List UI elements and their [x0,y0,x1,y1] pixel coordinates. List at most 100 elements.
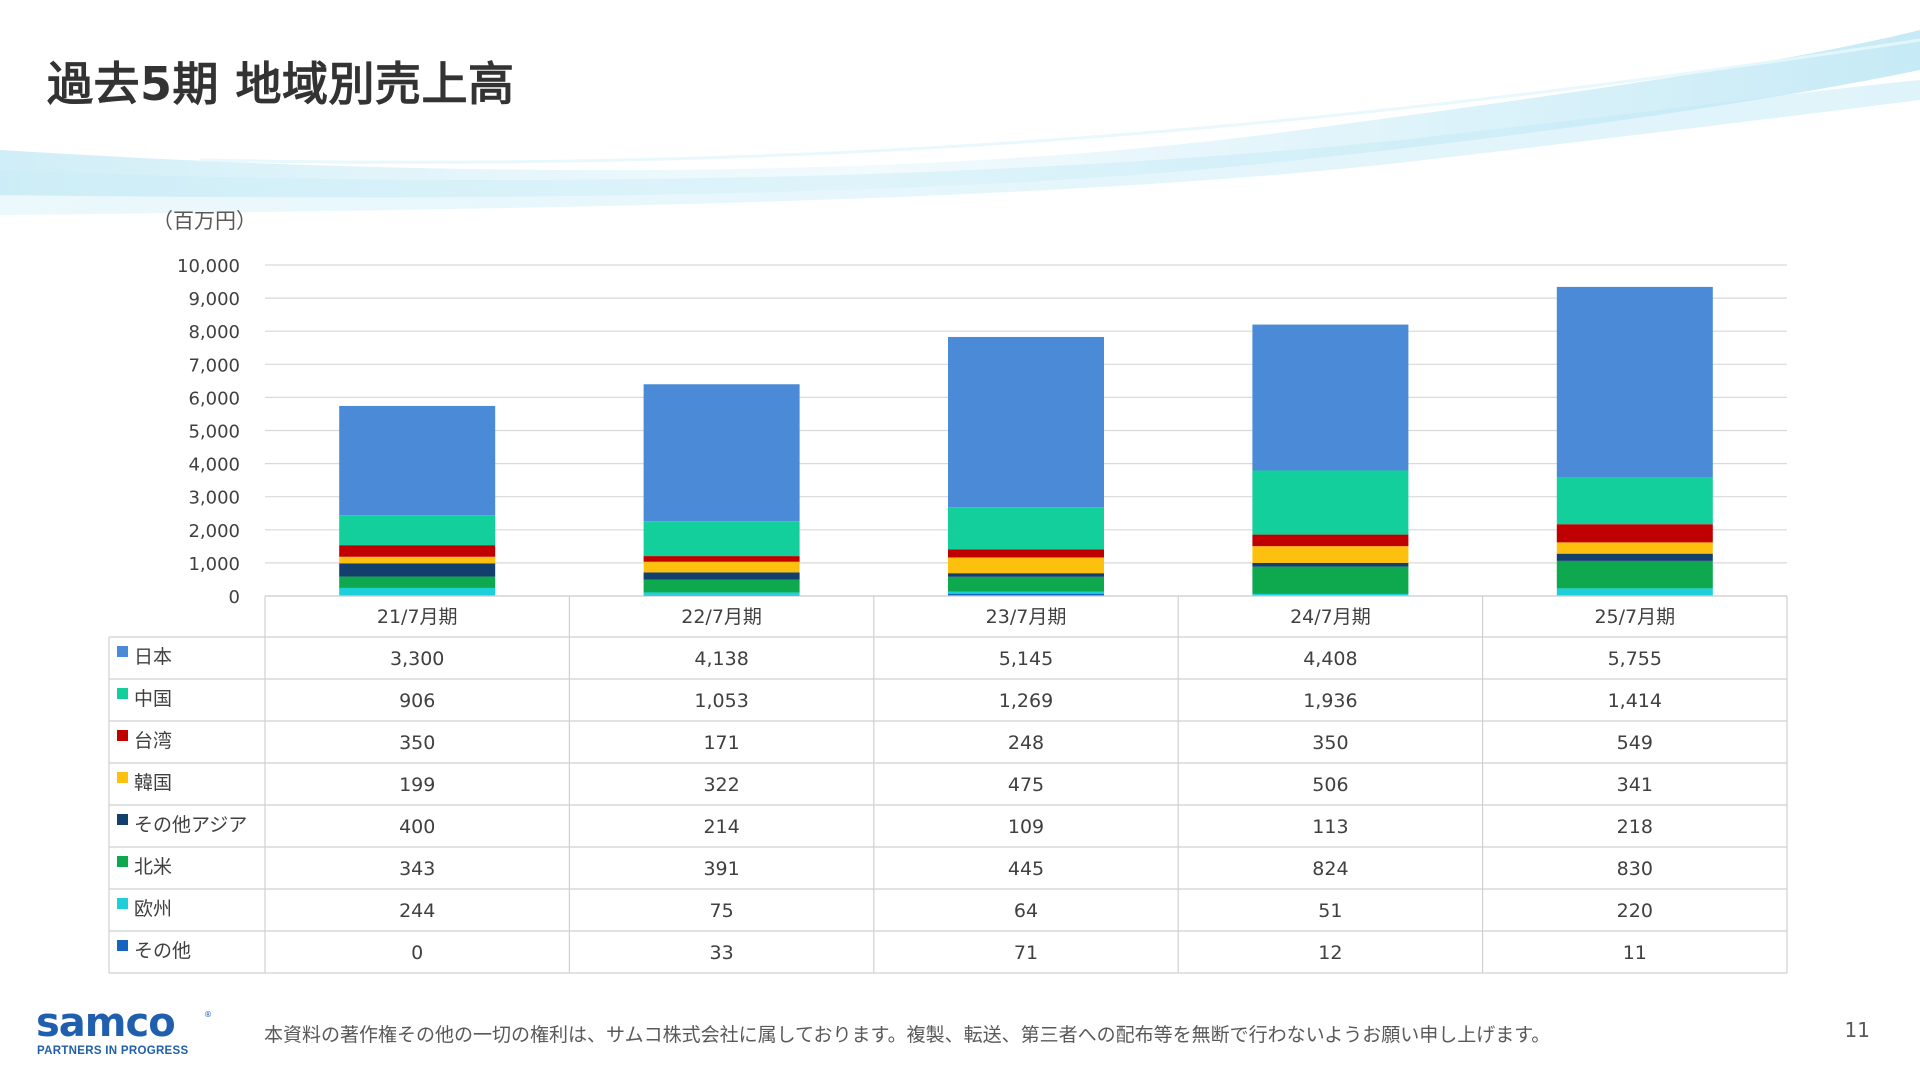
bar-segment [1556,560,1713,589]
legend-swatch [117,688,128,699]
data-table-value: 350 [1312,732,1348,754]
legend-swatch [117,898,128,909]
bar-segment [643,579,800,593]
bar-segment [948,557,1104,574]
legend-series-name: 韓国 [134,772,172,794]
legend-series-name: 日本 [134,646,172,668]
legend-series-name: その他アジア [134,814,247,836]
data-table-value: 506 [1312,774,1348,796]
data-table-value: 4,138 [694,648,748,670]
legend-swatch [117,814,128,825]
bar-segment [643,592,800,595]
data-table-value: 1,053 [694,690,748,712]
data-table-value: 4,408 [1303,648,1357,670]
bar-segment [643,561,800,573]
x-category-label: 24/7月期 [1290,606,1371,628]
y-tick-label: 0 [229,587,240,608]
bar-segment [1556,477,1713,525]
bar-segment [1556,524,1713,543]
data-table-value: 906 [399,690,435,712]
bar-segment [948,507,1104,550]
data-table-value: 214 [703,816,739,838]
data-table-value: 343 [399,858,435,880]
bar-segment [1252,562,1409,567]
legend-swatch [117,940,128,951]
data-table-value: 171 [703,732,739,754]
bar-segment [643,384,800,522]
data-table-value: 830 [1617,858,1653,880]
y-tick-label: 7,000 [188,355,240,376]
data-table-value: 475 [1008,774,1044,796]
bar-segment [643,556,800,562]
bar-segment [1252,470,1409,535]
x-category-label: 21/7月期 [377,606,458,628]
legend-swatch [117,772,128,783]
x-category-label: 25/7月期 [1594,606,1675,628]
y-tick-label: 9,000 [188,289,240,310]
data-table-value: 64 [1014,900,1038,922]
bar-segment [1252,566,1409,594]
data-table-value: 75 [710,900,734,922]
x-category-label: 23/7月期 [986,606,1067,628]
bar-segment [1556,588,1713,596]
legend-series-name: 北米 [134,856,172,878]
bar-segment [339,587,496,596]
x-category-label: 22/7月期 [681,606,762,628]
bar-segment [1556,553,1713,561]
bar-segment [1252,593,1409,596]
data-table-value: 109 [1008,816,1044,838]
data-table-value: 218 [1617,816,1653,838]
data-table-value: 199 [399,774,435,796]
data-table-value: 71 [1014,942,1038,964]
y-tick-label: 2,000 [188,521,240,542]
y-tick-label: 5,000 [188,422,240,443]
bar-segment [339,556,496,564]
y-tick-label: 1,000 [188,554,240,575]
data-table-value: 322 [703,774,739,796]
data-table-value: 1,269 [999,690,1053,712]
bar-segment [948,591,1104,594]
logo-tagline: PARTNERS IN PROGRESS [37,1045,189,1057]
bar-segment [339,563,496,577]
legend-swatch [117,730,128,741]
bar-segment [1556,286,1713,478]
stacked-bar-chart: （百万円） 0 1,000 2,000 3,000 4,000 5,000 6,000 7,00… [108,209,1788,974]
y-tick-label: 8,000 [188,322,240,343]
legend-series-name: 台湾 [134,730,172,752]
bar-segment [339,405,496,516]
logo-wordmark: samco [36,1000,176,1046]
bar-segment [1252,534,1409,547]
legend-series-name: その他 [134,940,191,962]
bar-segment [339,545,496,557]
bar-segment [948,549,1104,558]
data-table-value: 12 [1318,942,1342,964]
bar-segment [339,576,496,588]
data-table-value: 5,755 [1608,648,1662,670]
data-table-value: 341 [1617,774,1653,796]
y-tick-label: 6,000 [188,388,240,409]
legend-series-name: 中国 [134,688,172,710]
data-table-value: 33 [710,942,734,964]
bar-segment [948,573,1104,577]
logo-registered-mark: ® [204,1010,212,1019]
data-table-value: 3,300 [390,648,444,670]
data-table-value: 220 [1617,900,1653,922]
data-table-value: 549 [1617,732,1653,754]
bar-segment [339,515,496,546]
data-table-value: 51 [1318,900,1342,922]
data-table-value: 400 [399,816,435,838]
y-axis-unit-label: （百万円） [152,209,257,233]
y-tick-label: 4,000 [188,455,240,476]
legend-swatch [117,646,128,657]
bar-segment [948,593,1104,596]
data-table-value: 824 [1312,858,1348,880]
data-table-value: 0 [411,942,423,964]
data-table-value: 1,414 [1608,690,1662,712]
page-number: 11 [1844,1018,1870,1042]
data-table-value: 5,145 [999,648,1053,670]
header-banner-decoration [0,30,1920,215]
y-tick-label: 10,000 [177,256,240,277]
data-table-value: 11 [1623,942,1647,964]
bar-segment [643,572,800,580]
